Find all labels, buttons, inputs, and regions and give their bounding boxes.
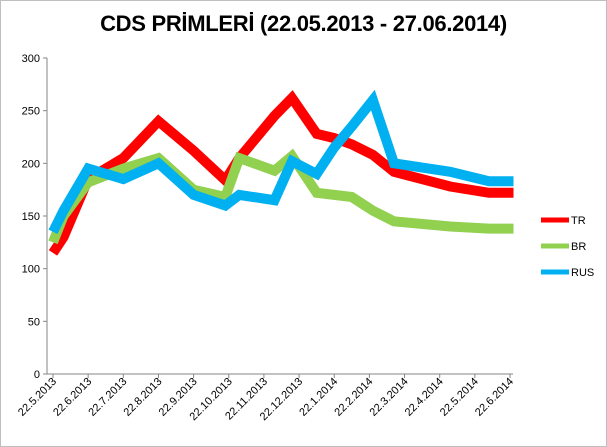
y-tick-label: 300 xyxy=(22,53,40,65)
legend-label-br: BR xyxy=(571,241,586,253)
legend: TR BR RUS xyxy=(541,215,594,279)
x-axis: 22.5.201322.6.201322.7.201322.8.201322.9… xyxy=(16,373,516,423)
y-tick-label: 200 xyxy=(22,158,40,170)
series-layer xyxy=(48,89,514,256)
y-tick-label: 100 xyxy=(22,264,40,276)
y-tick-label: 250 xyxy=(22,106,40,118)
chart-title: CDS PRİMLERİ (22.05.2013 - 27.06.2014) xyxy=(100,11,507,36)
legend-label-rus: RUS xyxy=(571,267,594,279)
series-line-br xyxy=(48,148,514,245)
y-axis: 0 50 100 150 200 250 300 xyxy=(22,53,48,381)
series-line-rus xyxy=(48,89,514,235)
y-tick-label: 150 xyxy=(22,211,40,223)
series-line-tr xyxy=(48,90,514,256)
y-tick-label: 50 xyxy=(28,316,40,328)
legend-label-tr: TR xyxy=(571,215,586,227)
y-tick-label: 0 xyxy=(34,369,40,381)
x-tick-label: 22.6.2014 xyxy=(473,376,516,419)
